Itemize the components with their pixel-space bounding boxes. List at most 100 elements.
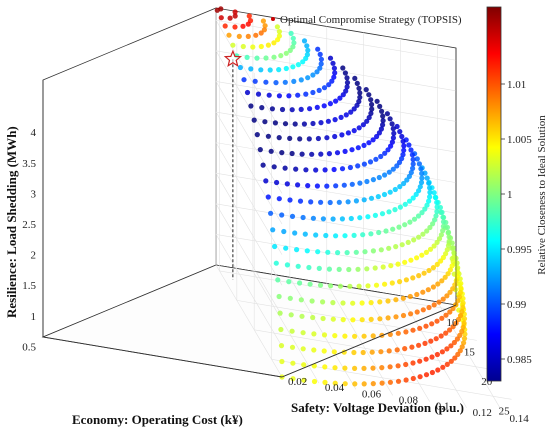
colorbar-tick-label: 1.005	[507, 134, 532, 146]
pareto-point	[445, 243, 452, 249]
pareto-point	[395, 378, 402, 384]
pareto-point	[348, 109, 354, 115]
pareto-point	[386, 209, 392, 215]
pareto-point	[395, 363, 401, 369]
pareto-point	[396, 159, 403, 165]
pareto-point	[282, 165, 288, 171]
pareto-point	[318, 199, 324, 205]
pareto-point	[434, 318, 440, 324]
pareto-point	[400, 295, 406, 301]
pareto-point	[405, 239, 411, 245]
pareto-point	[449, 263, 455, 269]
pareto-point	[331, 65, 337, 71]
pareto-point	[316, 87, 322, 93]
pareto-point	[322, 379, 328, 385]
pareto-point	[265, 42, 271, 48]
pareto-point	[325, 118, 331, 124]
grid-line	[215, 20, 283, 133]
pareto-point	[418, 179, 425, 186]
pareto-point	[346, 266, 352, 273]
pareto-point	[459, 309, 465, 315]
pareto-point	[389, 280, 395, 286]
pareto-point	[339, 132, 345, 138]
pareto-point	[386, 169, 392, 175]
pareto-point	[429, 354, 435, 360]
pareto-point	[268, 148, 274, 154]
pareto-point	[397, 204, 403, 210]
pareto-point	[390, 135, 396, 141]
pareto-point	[271, 40, 277, 46]
pareto-point	[380, 122, 386, 128]
pareto-point	[378, 153, 384, 160]
colorbar-tick-label: 0.99	[507, 299, 527, 311]
pareto-point	[386, 245, 392, 251]
pareto-point	[433, 336, 439, 342]
colorbar	[486, 6, 502, 382]
pareto-point	[460, 300, 466, 306]
pareto-point	[330, 316, 336, 322]
pareto-point	[376, 130, 382, 136]
pareto-point	[417, 358, 423, 364]
z-tick-label: 2	[31, 250, 37, 262]
pareto-point	[286, 93, 292, 99]
pareto-point	[321, 348, 327, 354]
pareto-point	[258, 43, 264, 50]
grid-line	[363, 289, 430, 402]
x-tick-label: 15	[464, 346, 476, 358]
pareto-point	[427, 246, 434, 252]
pareto-point	[301, 377, 307, 383]
pareto-point	[395, 330, 401, 336]
pareto-point	[400, 152, 406, 158]
pareto-point	[410, 360, 416, 366]
pareto-point	[417, 325, 423, 331]
pareto-point	[410, 165, 416, 171]
pareto-point	[290, 360, 296, 366]
pareto-point	[370, 248, 376, 254]
pareto-point	[284, 181, 290, 187]
pareto-point	[343, 112, 349, 118]
pareto-point	[419, 210, 425, 216]
pareto-point	[420, 231, 426, 237]
pareto-point	[354, 102, 360, 108]
pareto-point	[434, 239, 440, 245]
pareto-point	[424, 202, 430, 208]
pareto-point	[379, 211, 386, 217]
pareto-point	[359, 300, 365, 306]
pareto-point	[434, 204, 440, 210]
pareto-point	[402, 346, 408, 352]
pareto-point	[298, 297, 304, 303]
pareto-point	[439, 209, 445, 215]
pareto-point	[291, 40, 297, 46]
pareto-point	[423, 323, 429, 329]
z-axis-label: Resilience: Load Shedding (MWh)	[4, 126, 19, 318]
pareto-point	[260, 162, 266, 168]
pareto-point	[304, 248, 310, 254]
pareto-point	[403, 361, 409, 368]
pareto-point	[374, 98, 380, 104]
pareto-point	[245, 21, 251, 27]
pareto-point	[287, 197, 293, 203]
pareto-point	[416, 161, 422, 167]
pareto-point	[408, 147, 414, 153]
pareto-point	[254, 132, 260, 138]
pareto-point	[413, 191, 419, 197]
pareto-point	[271, 54, 277, 60]
pareto-point	[451, 250, 457, 256]
pareto-point	[313, 167, 319, 173]
pareto-point	[453, 278, 459, 284]
pareto-point	[427, 185, 433, 191]
pareto-point	[301, 121, 307, 127]
pareto-point	[307, 106, 313, 112]
pareto-point	[361, 333, 367, 339]
pareto-point	[387, 116, 393, 122]
pareto-point	[334, 150, 341, 156]
z-tick-label: 3	[31, 188, 37, 200]
pareto-point	[266, 92, 272, 98]
pareto-point	[244, 89, 251, 96]
pareto-point	[344, 84, 350, 90]
pareto-point	[401, 147, 407, 153]
pareto-point	[342, 148, 348, 154]
z-tick-label: 4	[31, 127, 37, 139]
pareto-point	[260, 18, 266, 24]
pareto-point	[352, 381, 358, 387]
